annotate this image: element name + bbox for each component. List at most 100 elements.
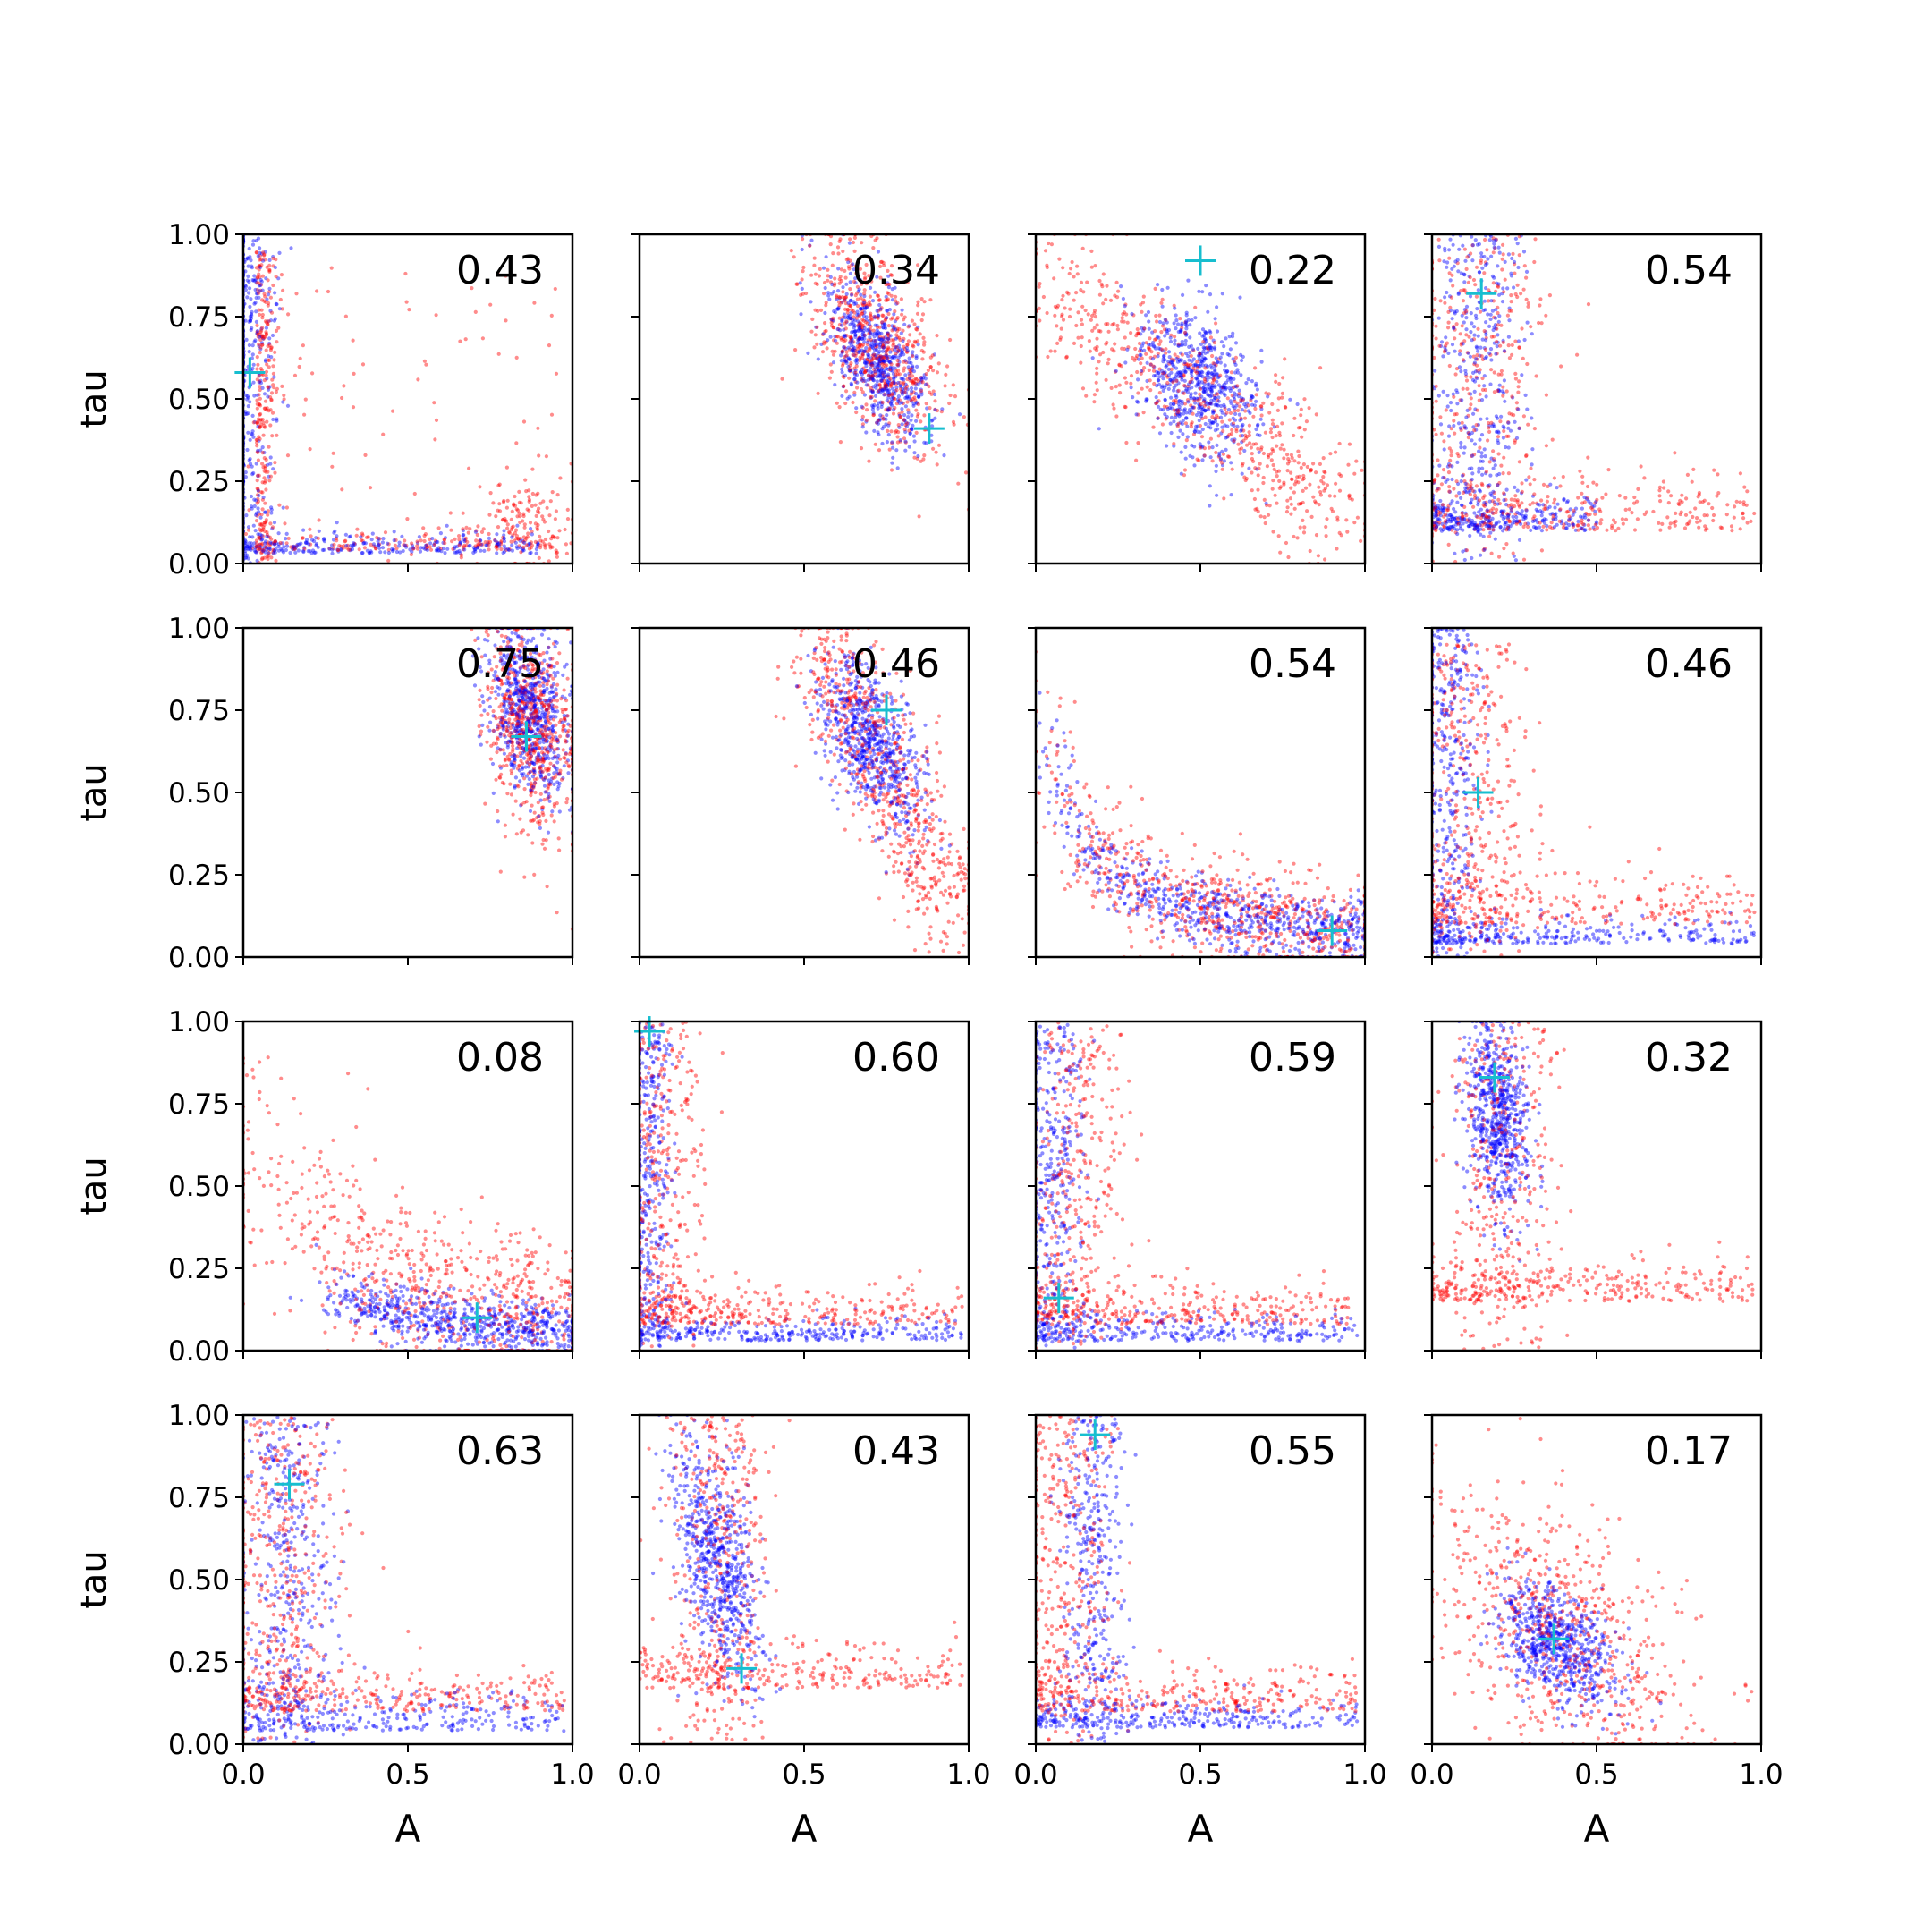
blue-point xyxy=(1200,290,1205,294)
blue-point xyxy=(1176,343,1181,348)
red-point xyxy=(877,325,882,329)
blue-point xyxy=(255,393,259,397)
blue-point xyxy=(863,349,868,353)
blue-point xyxy=(1506,528,1511,532)
red-point xyxy=(859,377,864,382)
red-point xyxy=(1119,364,1123,369)
blue-point xyxy=(248,314,252,318)
blue-point xyxy=(911,365,915,369)
blue-point xyxy=(1119,284,1123,289)
blue-point xyxy=(1192,397,1197,402)
blue-point xyxy=(1144,397,1148,402)
red-point xyxy=(517,544,521,548)
blue-point xyxy=(1198,403,1202,408)
blue-point xyxy=(861,314,867,318)
red-point xyxy=(879,378,884,383)
blue-point xyxy=(528,541,532,547)
blue-point xyxy=(1238,295,1242,300)
red-point xyxy=(916,300,920,304)
blue-point xyxy=(1130,311,1134,317)
blue-point xyxy=(250,472,255,477)
blue-point xyxy=(1215,329,1220,334)
red-point xyxy=(1274,373,1278,377)
blue-point xyxy=(1157,319,1163,325)
y-tick-label: 0.50 xyxy=(168,384,230,416)
blue-point xyxy=(1189,371,1193,376)
red-point xyxy=(896,362,901,367)
blue-point xyxy=(1539,513,1544,518)
blue-point xyxy=(886,388,892,393)
red-point xyxy=(856,323,860,327)
blue-point xyxy=(536,542,540,547)
blue-point xyxy=(863,378,868,384)
red-point xyxy=(1347,442,1352,446)
red-point xyxy=(1521,414,1526,419)
blue-point xyxy=(1554,517,1558,521)
red-point xyxy=(1541,482,1546,487)
red-point xyxy=(476,543,481,547)
red-point xyxy=(902,318,906,322)
red-point xyxy=(558,476,563,480)
red-point xyxy=(1487,527,1492,531)
red-point xyxy=(262,252,267,257)
blue-point xyxy=(882,345,886,350)
blue-point xyxy=(267,292,271,297)
red-point xyxy=(881,260,886,265)
blue-point xyxy=(1457,521,1462,525)
red-point xyxy=(1487,288,1491,292)
red-point xyxy=(260,534,265,538)
blue-point xyxy=(1227,353,1232,358)
blue-point xyxy=(1155,369,1159,374)
red-point xyxy=(251,420,256,425)
red-point xyxy=(1227,418,1232,422)
blue-point xyxy=(886,367,891,372)
blue-point xyxy=(798,281,802,285)
blue-point xyxy=(272,318,276,323)
blue-point xyxy=(250,313,254,318)
blue-point xyxy=(261,495,266,500)
red-point xyxy=(1182,372,1186,377)
blue-point xyxy=(1172,321,1176,326)
blue-point xyxy=(1487,524,1492,529)
blue-point xyxy=(1579,514,1583,519)
red-point xyxy=(906,325,911,329)
red-point xyxy=(915,414,919,419)
red-point xyxy=(1251,442,1256,446)
red-point xyxy=(374,547,378,551)
blue-point xyxy=(864,318,869,322)
blue-point xyxy=(377,537,381,541)
blue-point xyxy=(1244,381,1249,386)
red-point xyxy=(301,536,305,540)
red-point xyxy=(1160,422,1165,427)
blue-point xyxy=(916,343,920,347)
red-point xyxy=(1157,342,1162,346)
red-point xyxy=(881,343,886,348)
blue-point xyxy=(1441,510,1445,514)
blue-point xyxy=(1472,379,1478,384)
blue-point xyxy=(1210,409,1216,413)
blue-point xyxy=(1196,346,1200,351)
blue-point xyxy=(874,354,878,359)
red-point xyxy=(507,547,512,552)
red-point xyxy=(1267,392,1271,396)
red-point xyxy=(533,503,538,507)
red-point xyxy=(902,418,906,422)
blue-point xyxy=(886,331,890,335)
red-point xyxy=(1301,462,1306,467)
blue-point xyxy=(1572,522,1576,528)
red-point xyxy=(823,329,827,334)
red-point xyxy=(1182,391,1186,395)
blue-point xyxy=(1180,371,1184,376)
red-point xyxy=(1253,366,1258,370)
blue-point xyxy=(861,334,866,338)
blue-point xyxy=(306,549,310,554)
blue-point xyxy=(1479,507,1483,512)
blue-point xyxy=(1199,351,1204,356)
red-point xyxy=(1679,510,1683,514)
red-point xyxy=(1488,352,1493,357)
blue-point xyxy=(1178,329,1182,334)
red-point xyxy=(512,502,516,506)
blue-point xyxy=(438,531,443,536)
blue-point xyxy=(1514,519,1519,523)
red-point xyxy=(1239,398,1243,402)
